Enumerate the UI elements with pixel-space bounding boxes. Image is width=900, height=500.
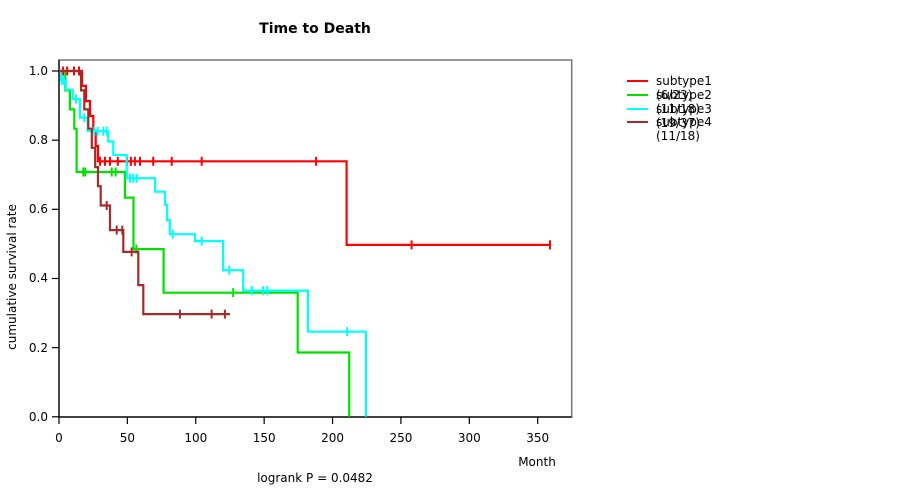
x-tick-label: 300 — [457, 431, 481, 445]
x-tick-label: 350 — [526, 431, 550, 445]
legend-item-label: subtype4 (11/18) — [656, 115, 712, 144]
x-tick-label: 50 — [119, 431, 136, 445]
y-tick-label: 0.6 — [28, 202, 48, 217]
legend-line-swatch — [627, 93, 648, 96]
y-axis-label: cumulative survival rate — [5, 204, 19, 350]
x-axis-label: Month — [518, 455, 556, 469]
legend-item-label: subtype3 (19/37) — [656, 101, 712, 130]
legend-item-label: subtype1 (6/23) — [656, 74, 712, 102]
y-tick-label: 1.0 — [28, 64, 48, 78]
legend-line-swatch — [627, 107, 648, 110]
y-tick-label: 0.8 — [28, 133, 48, 148]
x-tick-label: 200 — [321, 431, 344, 445]
logrank-p-value: logrank P = 0.0482 — [257, 471, 373, 485]
legend-line-swatch — [627, 80, 648, 82]
y-tick-label: 0.2 — [28, 340, 48, 355]
legend-item-label: subtype2 (11/18) — [656, 87, 712, 116]
x-tick-label: 250 — [389, 431, 413, 445]
x-tick-label: 150 — [252, 431, 276, 445]
x-tick-label: 100 — [184, 431, 208, 445]
x-tick-label: 0 — [55, 431, 63, 445]
chart-title: Time to Death — [259, 21, 371, 37]
y-tick-label: 0.0 — [28, 409, 48, 424]
legend-line-swatch — [627, 121, 648, 124]
y-tick-label: 0.4 — [28, 271, 48, 286]
